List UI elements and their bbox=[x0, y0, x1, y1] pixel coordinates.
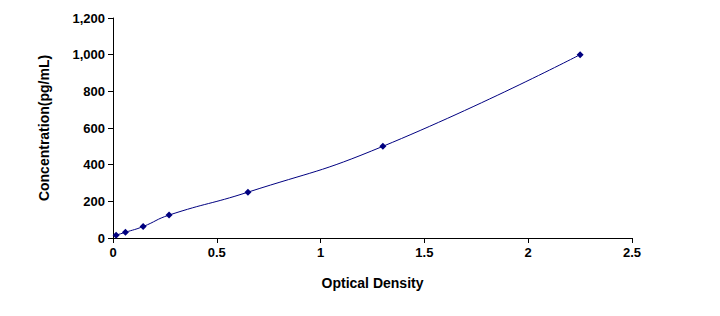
svg-text:2: 2 bbox=[525, 245, 532, 260]
svg-text:1,000: 1,000 bbox=[72, 47, 105, 62]
svg-text:1: 1 bbox=[317, 245, 324, 260]
svg-text:600: 600 bbox=[83, 121, 105, 136]
svg-text:800: 800 bbox=[83, 84, 105, 99]
svg-text:0.5: 0.5 bbox=[208, 245, 226, 260]
svg-text:Concentration(pg/mL): Concentration(pg/mL) bbox=[36, 55, 52, 201]
svg-text:1,200: 1,200 bbox=[72, 11, 105, 26]
svg-text:400: 400 bbox=[83, 157, 105, 172]
svg-text:Optical Density: Optical Density bbox=[322, 275, 424, 291]
svg-text:0: 0 bbox=[98, 231, 105, 246]
svg-text:1.5: 1.5 bbox=[415, 245, 433, 260]
svg-text:200: 200 bbox=[83, 194, 105, 209]
svg-text:0: 0 bbox=[109, 245, 116, 260]
svg-text:2.5: 2.5 bbox=[623, 245, 641, 260]
